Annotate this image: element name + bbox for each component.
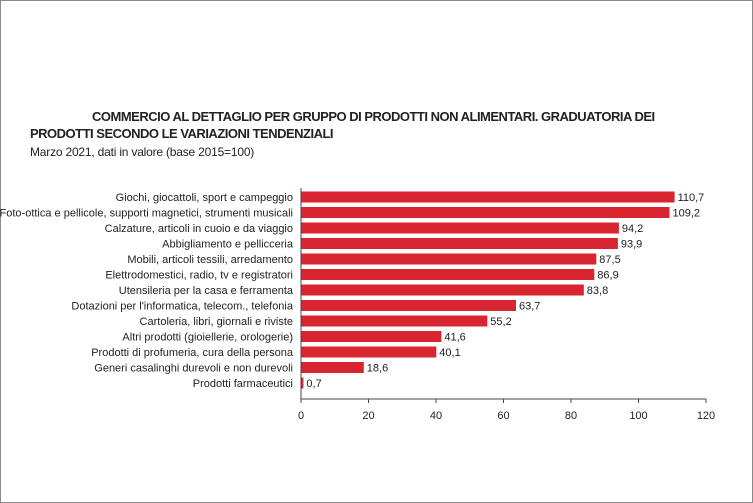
category-label: Altri prodotti (gioiellerie, orologerie) [122,332,293,344]
chart-title-line2: PRODOTTI SECONDO LE VARIAZIONI TENDENZIA… [30,126,334,141]
value-label: 93,9 [621,239,642,251]
value-label: 109,2 [673,208,701,220]
value-label: 55,2 [490,316,511,328]
category-label: Foto-ottica e pellicole, supporti magnet… [0,208,293,220]
chart-title: COMMERCIO AL DETTAGLIO PER GRUPPO DI PRO… [30,108,720,142]
value-label: 63,7 [519,301,540,313]
x-tick-label: 60 [497,410,509,422]
x-tick-label: 0 [298,410,304,422]
bar [301,238,618,249]
chart-subtitle: Marzo 2021, dati in valore (base 2015=10… [30,145,255,159]
category-label: Generi casalinghi durevoli e non durevol… [94,363,293,375]
value-label: 0,7 [306,378,321,390]
category-label: Mobili, articoli tessili, arredamento [127,254,293,266]
bar [301,346,437,358]
category-label: Prodotti di profumeria, cura della perso… [91,347,294,359]
category-label: Dotazioni per l'informatica, telecom., t… [71,301,293,313]
bar [301,284,584,296]
value-label: 41,6 [444,332,465,344]
x-tick-label: 100 [629,410,647,422]
bar [301,331,442,342]
value-label: 110,7 [678,192,705,204]
bar [301,269,595,280]
category-label: Elettrodomestici, radio, tv e registrato… [105,270,293,282]
chart-title-line1: COMMERCIO AL DETTAGLIO PER GRUPPO DI PRO… [92,109,655,124]
value-label: 40,1 [439,347,460,359]
bar [301,300,516,311]
category-label: Giochi, giocattoli, sport e campeggio [116,192,293,204]
value-label: 87,5 [599,254,620,266]
x-tick-label: 40 [430,410,442,422]
x-tick-label: 120 [697,410,715,422]
x-tick-label: 20 [362,410,374,422]
bar [301,377,304,389]
category-label: Calzature, articoli in cuoio e da viaggi… [105,223,293,235]
value-label: 94,2 [622,223,643,235]
category-label: Abbigliamento e pellicceria [162,239,294,251]
value-label: 83,8 [587,285,608,297]
bar [301,222,619,234]
category-label: Cartoleria, libri, giornali e riviste [140,316,293,328]
value-label: 86,9 [597,270,618,282]
x-tick-label: 80 [565,410,577,422]
bar [301,315,488,327]
value-label: 18,6 [367,363,388,375]
category-label: Prodotti farmaceutici [193,378,293,390]
category-label: Utensileria per la casa e ferramenta [119,285,294,297]
bar [301,191,675,203]
bar [301,207,670,218]
bar [301,253,597,265]
bar [301,362,364,373]
